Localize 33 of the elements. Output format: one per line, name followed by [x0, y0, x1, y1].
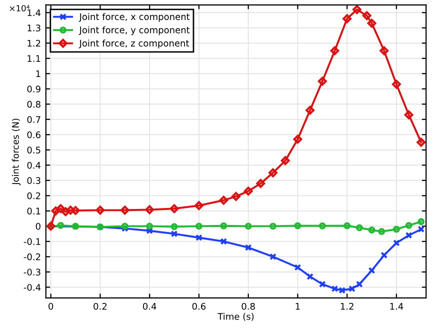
legend-label: Joint force, z component — [78, 40, 190, 48]
x-axis-title: Time (s) — [218, 312, 254, 321]
y-tick-label: 0.3 — [27, 177, 40, 184]
y-tick-label: 1.2 — [28, 40, 40, 47]
y-tick-label: -0.4 — [24, 284, 41, 291]
x-tick-label: 0.6 — [192, 302, 206, 310]
y-tick-label: 0.9 — [27, 86, 40, 92]
x-tick-label: 0.4 — [142, 302, 156, 310]
y-axis-title: Joint forces (N) — [12, 118, 21, 186]
x-tick-label: 0.2 — [94, 302, 106, 310]
y-tick-label: 0.2 — [27, 192, 40, 200]
y-tick-label: 1.3 — [28, 24, 40, 32]
x-tick-label: 1.2 — [340, 302, 354, 310]
y-tick-label: 0.7 — [27, 116, 40, 123]
y-tick-label: 0.8 — [27, 100, 40, 108]
text: ×10⁴ — [10, 5, 30, 12]
y-tick-label: -0.2 — [24, 253, 40, 260]
y-tick-label: 1.1 — [28, 55, 40, 62]
y-tick-label: 0.1 — [27, 208, 40, 214]
x-tick-label: 0 — [48, 302, 54, 310]
legend-label: Joint force, x component — [78, 13, 190, 22]
y-tick-label: 0.6 — [27, 131, 40, 138]
y-tick-label: -0.3 — [24, 268, 40, 276]
legend-label: Joint force, y component — [78, 26, 190, 36]
y-tick-label: 0 — [36, 222, 40, 230]
x-tick-label: 1.4 — [390, 303, 404, 310]
y-tick-label: 0.4 — [27, 162, 41, 169]
x-tick-label: 1 — [296, 303, 300, 310]
y-tick-label: 1 — [36, 70, 40, 78]
x-tick-label: 0.8 — [242, 302, 255, 310]
y-tick-label: 1.4 — [28, 9, 41, 16]
y-tick-label: 0.5 — [27, 146, 40, 154]
y-tick-label: -0.1 — [24, 238, 40, 246]
